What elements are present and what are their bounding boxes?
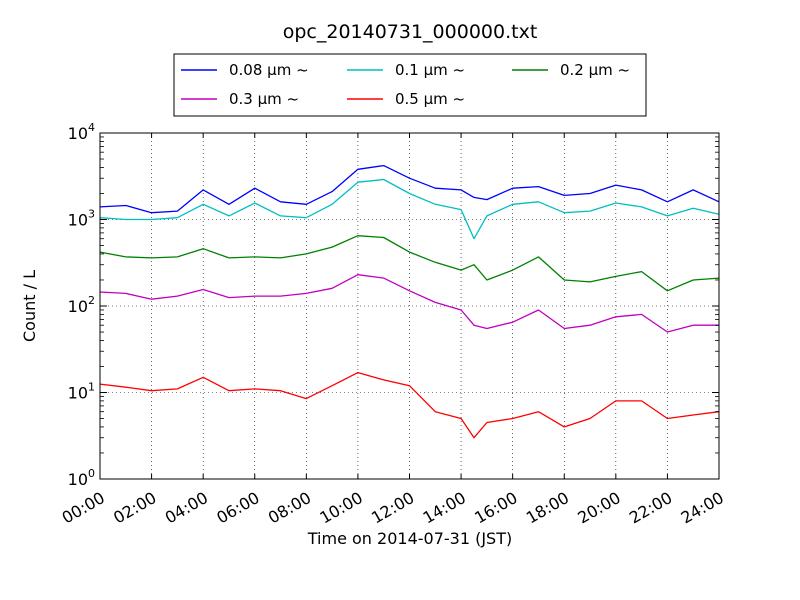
legend-entry-label: 0.3 μm ~ (229, 90, 299, 108)
legend-entry-label: 0.5 μm ~ (395, 90, 465, 108)
series-line-3 (99, 274, 719, 333)
y-tick-label: 104 (68, 121, 95, 143)
y-tick-label: 100 (68, 467, 95, 489)
y-tick-label: 102 (68, 294, 95, 316)
legend-entry-label: 0.08 μm ~ (229, 61, 309, 79)
series-line-1 (99, 178, 720, 240)
y-axis-label: Count / L (20, 270, 39, 342)
x-axis-label: Time on 2014-07-31 (JST) (307, 529, 512, 548)
y-tick-labels: 100 101 102 103 104 (68, 121, 95, 489)
y-tick-label: 101 (68, 381, 95, 403)
ticks (99, 132, 720, 480)
legend-entry-label: 0.2 μm ~ (560, 61, 630, 79)
chart-title: opc_20140731_000000.txt (283, 21, 538, 43)
series-line-4 (99, 371, 720, 439)
legend-box (173, 53, 647, 117)
series-line-2 (99, 235, 720, 292)
grid (100, 133, 719, 479)
series-layer (99, 164, 720, 439)
y-tick-label: 103 (68, 208, 95, 230)
legend-entry-label: 0.1 μm ~ (395, 61, 465, 79)
series-line-0 (99, 164, 720, 214)
legend: 0.08 μm ~ 0.1 μm ~ 0.2 μm ~ 0.3 μm ~ 0.5 μm … (173, 53, 647, 117)
